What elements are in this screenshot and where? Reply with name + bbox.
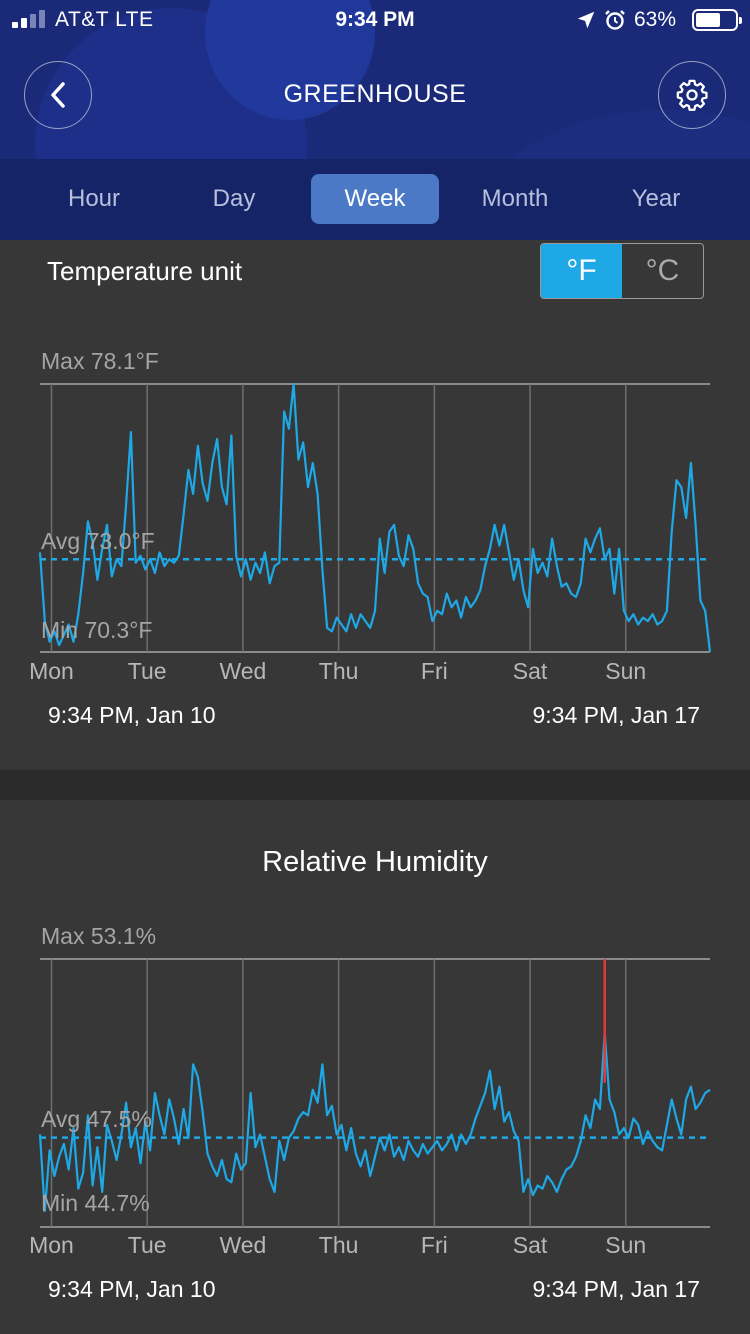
cellular-signal-icon (12, 10, 48, 28)
humidity-day-label: Fri (420, 1232, 448, 1258)
temperature-end-time: 9:34 PM, Jan 17 (532, 702, 701, 728)
period-tabs: Hour Day Week Month Year (0, 159, 750, 240)
temperature-unit-label: Temperature unit (47, 256, 243, 286)
back-button[interactable] (24, 61, 92, 129)
status-time: 9:34 PM (335, 8, 415, 31)
gear-icon (676, 79, 708, 111)
humidity-start-time: 9:34 PM, Jan 10 (48, 1276, 216, 1302)
battery-percentage: 63% (634, 8, 677, 31)
humidity-min-label: Min 44.7% (41, 1190, 150, 1216)
temperature-start-time: 9:34 PM, Jan 10 (48, 702, 216, 728)
page-title: GREENHOUSE (283, 80, 467, 108)
celsius-button[interactable]: °C (645, 254, 680, 287)
temperature-day-label: Sat (512, 658, 548, 684)
alarm-icon (605, 10, 625, 30)
temperature-day-label: Tue (127, 658, 167, 684)
tab-hour[interactable]: Hour (67, 185, 121, 212)
temperature-day-label: Fri (420, 658, 448, 684)
temperature-unit-toggle: °F °C (540, 243, 704, 299)
temperature-series-line (38, 382, 712, 653)
temperature-min-label: Min 70.3°F (41, 617, 153, 643)
humidity-day-label: Mon (29, 1232, 74, 1258)
temperature-day-label: Thu (318, 658, 359, 684)
temperature-card: Temperature unit °F °C Max 78.1°F Avg 73… (0, 240, 750, 770)
humidity-title: Relative Humidity (262, 846, 488, 878)
humidity-card: Relative Humidity Max 53.1% Avg 47.5% Mi… (0, 800, 750, 1334)
location-arrow-icon (577, 11, 595, 29)
humidity-day-label: Sat (512, 1232, 548, 1258)
tab-month[interactable]: Month (481, 185, 549, 212)
temperature-day-label: Sun (605, 658, 647, 684)
carrier-label: AT&T LTE (55, 8, 154, 31)
header: AT&T LTE 9:34 PM 63% GREENHOUSE Hour Day (0, 0, 750, 240)
temperature-avg-label: Avg 73.0°F (41, 528, 155, 554)
humidity-avg-label: Avg 47.5% (41, 1106, 152, 1132)
humidity-day-label: Sun (605, 1232, 647, 1258)
humidity-day-label: Thu (318, 1232, 359, 1258)
battery-icon (692, 9, 742, 31)
humidity-series-line (38, 1031, 711, 1213)
section-divider (0, 770, 750, 800)
temperature-chart (38, 382, 712, 653)
temperature-day-label: Mon (29, 658, 74, 684)
humidity-day-label: Tue (127, 1232, 167, 1258)
humidity-end-time: 9:34 PM, Jan 17 (532, 1276, 701, 1302)
tab-day[interactable]: Day (212, 185, 256, 212)
fahrenheit-button[interactable]: °F (541, 244, 622, 298)
tab-year[interactable]: Year (631, 185, 681, 212)
humidity-max-label: Max 53.1% (41, 923, 157, 949)
chevron-left-icon (51, 82, 65, 108)
temperature-max-label: Max 78.1°F (41, 348, 159, 374)
humidity-day-label: Wed (219, 1232, 267, 1258)
settings-button[interactable] (658, 61, 726, 129)
tab-week[interactable]: Week (311, 174, 439, 224)
status-bar: AT&T LTE 9:34 PM 63% (0, 0, 750, 40)
humidity-chart (38, 958, 711, 1228)
temperature-day-label: Wed (219, 658, 267, 684)
